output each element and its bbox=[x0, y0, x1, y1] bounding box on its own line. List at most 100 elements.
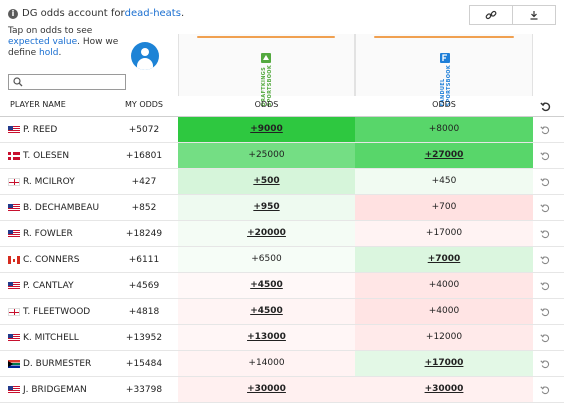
tap-note-text-3: . bbox=[58, 48, 62, 58]
book2-odds-cell[interactable]: +17000 bbox=[355, 221, 533, 246]
reset-icon[interactable] bbox=[540, 203, 550, 213]
my-odds-cell[interactable]: +5072 bbox=[128, 125, 160, 135]
table-row: T. OLESEN +16801 +25000 +27000 bbox=[0, 143, 564, 169]
flag-can-icon bbox=[8, 256, 20, 264]
download-button[interactable] bbox=[512, 5, 556, 25]
reset-icon[interactable] bbox=[540, 385, 550, 395]
book-header-accent bbox=[197, 36, 335, 38]
player-name: J. BRIDGEMAN bbox=[23, 385, 87, 395]
book2-odds-cell[interactable]: +7000 bbox=[355, 247, 533, 272]
book2-odds-cell[interactable]: +700 bbox=[355, 195, 533, 220]
reset-icon[interactable] bbox=[540, 125, 550, 135]
flag-usa-icon bbox=[8, 334, 20, 342]
book1-odds-cell[interactable]: +20000 bbox=[178, 221, 355, 246]
flag-rsa-icon bbox=[8, 360, 20, 368]
player-name: D. BURMESTER bbox=[23, 359, 92, 369]
book1-odds-cell[interactable]: +950 bbox=[178, 195, 355, 220]
player-cell[interactable]: B. DECHAMBEAU bbox=[8, 195, 99, 221]
table-row: P. REED +5072 +9000 +8000 bbox=[0, 117, 564, 143]
book2-odds-cell[interactable]: +450 bbox=[355, 169, 533, 194]
player-name-header[interactable]: PLAYER NAME bbox=[10, 100, 66, 109]
dead-heat-note: i DG odds account for dead-heats. bbox=[8, 8, 184, 19]
book2-odds-cell[interactable]: +8000 bbox=[355, 117, 533, 142]
book1-odds-cell[interactable]: +6500 bbox=[178, 247, 355, 272]
header-divider bbox=[0, 116, 564, 117]
reset-icon[interactable] bbox=[540, 255, 550, 265]
reset-icon[interactable] bbox=[540, 333, 550, 343]
my-odds-cell[interactable]: +33798 bbox=[125, 385, 163, 395]
player-name: B. DECHAMBEAU bbox=[23, 203, 100, 213]
my-odds-cell[interactable]: +427 bbox=[131, 177, 157, 187]
my-odds-cell[interactable]: +852 bbox=[131, 203, 157, 213]
player-cell[interactable]: K. MITCHELL bbox=[8, 325, 79, 351]
player-cell[interactable]: R. FOWLER bbox=[8, 221, 73, 247]
reset-icon[interactable] bbox=[540, 359, 550, 369]
book1-odds-cell[interactable]: +13000 bbox=[178, 325, 355, 350]
tap-odds-note: Tap on odds to see expected value. How w… bbox=[8, 26, 128, 59]
player-cell[interactable]: T. FLEETWOOD bbox=[8, 299, 90, 325]
hold-link[interactable]: hold bbox=[39, 48, 59, 58]
book-header-fanduel[interactable]: FANDUEL SPORTSBOOK bbox=[355, 34, 533, 106]
player-cell[interactable]: J. BRIDGEMAN bbox=[8, 377, 87, 403]
my-odds-header[interactable]: MY ODDS bbox=[124, 100, 164, 109]
my-odds-cell[interactable]: +4569 bbox=[128, 281, 160, 291]
player-cell[interactable]: C. CONNERS bbox=[8, 247, 80, 273]
reset-icon[interactable] bbox=[540, 177, 550, 187]
my-odds-cell[interactable]: +18249 bbox=[125, 229, 163, 239]
my-odds-cell[interactable]: +16801 bbox=[125, 151, 163, 161]
player-cell[interactable]: P. REED bbox=[8, 117, 57, 143]
tap-note-text-1: Tap on odds to see bbox=[8, 26, 93, 36]
book2-odds-cell[interactable]: +4000 bbox=[355, 273, 533, 298]
player-name: T. OLESEN bbox=[23, 151, 70, 161]
book1-odds-header[interactable]: ODDS bbox=[254, 100, 279, 109]
book2-odds-header[interactable]: ODDS bbox=[432, 100, 456, 109]
flag-usa-icon bbox=[8, 126, 20, 134]
book1-odds-cell[interactable]: +14000 bbox=[178, 351, 355, 376]
book1-odds-cell[interactable]: +25000 bbox=[178, 143, 355, 168]
table-row: C. CONNERS +6111 +6500 +7000 bbox=[0, 247, 564, 273]
book2-odds-cell[interactable]: +12000 bbox=[355, 325, 533, 350]
download-icon bbox=[530, 11, 538, 20]
book2-odds-cell[interactable]: +4000 bbox=[355, 299, 533, 324]
flag-usa-icon bbox=[8, 282, 20, 290]
player-name: R. FOWLER bbox=[23, 229, 73, 239]
reset-icon[interactable] bbox=[540, 307, 550, 317]
my-odds-cell[interactable]: +13952 bbox=[125, 333, 163, 343]
book2-odds-cell[interactable]: +30000 bbox=[355, 377, 533, 402]
player-cell[interactable]: D. BURMESTER bbox=[8, 351, 91, 377]
flag-usa-icon bbox=[8, 230, 20, 238]
dead-heat-note-suffix: . bbox=[180, 8, 185, 19]
dead-heat-note-prefix: DG odds account for bbox=[22, 8, 125, 19]
book-header-draftkings[interactable]: DRAFTKINGS SPORTSBOOK bbox=[178, 34, 355, 106]
table-row: T. FLEETWOOD +4818 +4500 +4000 bbox=[0, 299, 564, 325]
player-cell[interactable]: T. OLESEN bbox=[8, 143, 69, 169]
table-row: R. FOWLER +18249 +20000 +17000 bbox=[0, 221, 564, 247]
reset-icon[interactable] bbox=[540, 229, 550, 239]
my-odds-cell[interactable]: +4818 bbox=[128, 307, 160, 317]
search-input[interactable] bbox=[8, 74, 126, 90]
book1-odds-cell[interactable]: +30000 bbox=[178, 377, 355, 402]
reset-all-icon[interactable] bbox=[540, 101, 551, 112]
my-odds-cell[interactable]: +6111 bbox=[128, 255, 160, 265]
reset-icon[interactable] bbox=[540, 281, 550, 291]
book1-odds-cell[interactable]: +500 bbox=[178, 169, 355, 194]
book1-odds-cell[interactable]: +4500 bbox=[178, 273, 355, 298]
dead-heats-link[interactable]: dead-heats bbox=[124, 8, 181, 19]
book2-odds-cell[interactable]: +27000 bbox=[355, 143, 533, 168]
flag-eng-icon bbox=[8, 178, 20, 186]
player-cell[interactable]: R. MCILROY bbox=[8, 169, 75, 195]
reset-icon[interactable] bbox=[540, 151, 550, 161]
book1-odds-cell[interactable]: +4500 bbox=[178, 299, 355, 324]
table-row: P. CANTLAY +4569 +4500 +4000 bbox=[0, 273, 564, 299]
book2-odds-cell[interactable]: +17000 bbox=[355, 351, 533, 376]
flag-eng-icon bbox=[8, 308, 20, 316]
table-row: K. MITCHELL +13952 +13000 +12000 bbox=[0, 325, 564, 351]
player-cell[interactable]: P. CANTLAY bbox=[8, 273, 74, 299]
user-avatar-icon[interactable] bbox=[131, 42, 159, 70]
my-odds-cell[interactable]: +15484 bbox=[125, 359, 163, 369]
tap-note-text-2: . How we define bbox=[8, 37, 119, 58]
book1-odds-cell[interactable]: +9000 bbox=[178, 117, 355, 142]
player-name: K. MITCHELL bbox=[23, 333, 79, 343]
expected-value-link[interactable]: expected value bbox=[8, 37, 78, 47]
copy-link-button[interactable] bbox=[469, 5, 513, 25]
